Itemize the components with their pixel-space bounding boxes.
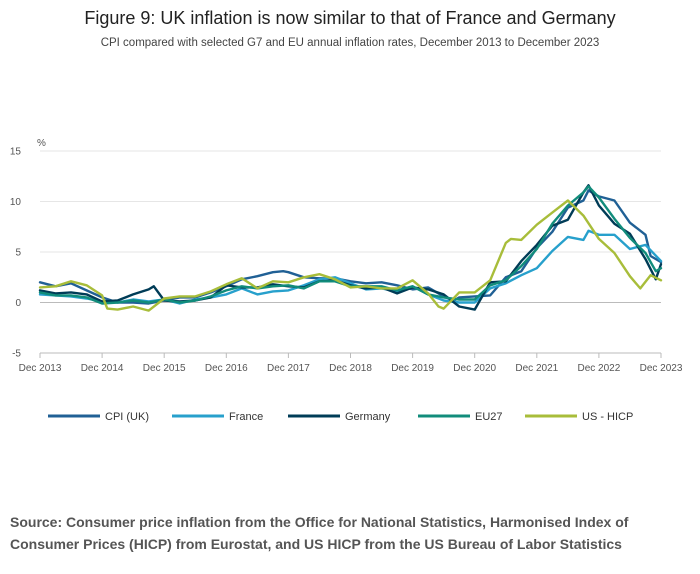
x-tick-label: Dec 2018 [329, 363, 372, 374]
x-tick-label: Dec 2019 [391, 363, 434, 374]
y-tick-label: -5 [12, 349, 21, 360]
y-tick-label: 15 [10, 147, 22, 158]
chart-title: Figure 9: UK inflation is now similar to… [84, 8, 616, 28]
y-axis-label: % [37, 138, 46, 149]
axes: -5 0 5 10 15% Dec 2013 Dec 2014 Dec 2015 Dec 201… [10, 138, 683, 374]
legend-label: France [229, 411, 263, 423]
legend-label: CPI (UK) [105, 411, 149, 423]
x-tick-label: Dec 2017 [267, 363, 310, 374]
x-tick-label: Dec 2023 [640, 363, 683, 374]
y-tick-label: 0 [15, 298, 21, 309]
legend: CPI (UK) France Germany EU27 US - HICP [48, 411, 633, 423]
x-tick-label: Dec 2022 [577, 363, 620, 374]
y-tick-label: 10 [10, 197, 22, 208]
x-tick-label: Dec 2014 [81, 363, 124, 374]
x-tick-label: Dec 2020 [453, 363, 496, 374]
series-lines [38, 184, 663, 312]
line-chart: -5 0 5 10 15% Dec 2013 Dec 2014 Dec 2015 Dec 201… [10, 138, 683, 423]
source-note: Source: Consumer price inflation from th… [10, 514, 629, 552]
x-tick-label: Dec 2016 [205, 363, 248, 374]
legend-label: Germany [345, 411, 391, 423]
series-line-us-hicp [38, 199, 663, 312]
legend-label: US - HICP [582, 411, 633, 423]
series-line-germany [38, 184, 663, 311]
series-line-france [38, 229, 663, 305]
x-tick-label: Dec 2013 [19, 363, 62, 374]
legend-label: EU27 [475, 411, 503, 423]
y-tick-label: 5 [15, 248, 21, 259]
chart-subtitle: CPI compared with selected G7 and EU ann… [100, 37, 600, 49]
x-tick-label: Dec 2015 [143, 363, 186, 374]
series-line-eu27 [38, 185, 663, 305]
gridlines [40, 150, 661, 354]
x-tick-label: Dec 2021 [515, 363, 558, 374]
